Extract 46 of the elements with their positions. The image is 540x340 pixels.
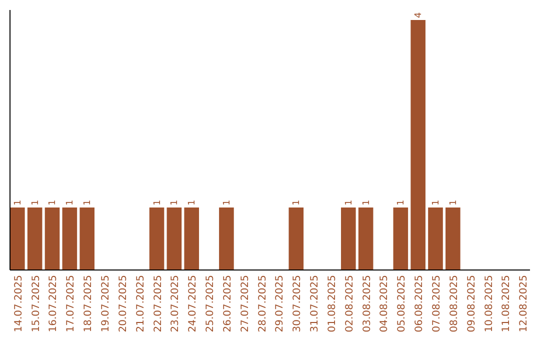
x-tick-label: 09.08.2025 [466,275,478,332]
x-tick-label: 23.07.2025 [170,275,182,332]
x-tick-label: 30.07.2025 [292,275,304,332]
data-label: 1 [48,200,58,206]
x-tick-label: 11.08.2025 [501,275,512,332]
x-tick-label: 29.07.2025 [274,275,286,332]
data-label: 1 [13,200,24,206]
x-tick-label: 21.07.2025 [135,275,146,332]
data-label: 1 [222,200,232,206]
data-label: 1 [152,200,163,206]
data-label: 1 [188,200,198,206]
data-label: 1 [344,200,354,206]
x-tick-label: 12.08.2025 [518,275,530,332]
data-label: 1 [396,200,407,206]
data-label: 1 [170,200,180,206]
data-label: 4 [414,12,424,18]
x-tick-label: 28.07.2025 [257,275,268,332]
x-tick-label: 19.07.2025 [100,275,112,332]
x-tick-label: 31.07.2025 [310,275,321,332]
data-label: 1 [83,200,94,206]
x-tick-label: 03.08.2025 [362,275,373,332]
x-tick-label: 08.08.2025 [448,275,460,332]
x-tick-label: 01.08.2025 [326,275,338,332]
data-label: 1 [30,200,41,206]
x-tick-label: 15.07.2025 [30,275,42,332]
data-label: 1 [362,200,372,206]
data-label: 1 [292,200,302,206]
x-tick-label: 24.07.2025 [188,275,199,332]
x-tick-label: 06.08.2025 [414,275,426,332]
x-tick-label: 07.08.2025 [431,275,442,332]
data-label: 1 [431,200,442,206]
x-tick-label: 27.07.2025 [240,275,251,332]
x-tick-label: 25.07.2025 [205,275,216,332]
x-tick-label: 04.08.2025 [379,275,390,332]
x-tick-label: 10.08.2025 [484,275,495,332]
x-tick-label: 20.07.2025 [118,275,129,332]
x-tick-label: 18.07.2025 [83,275,94,332]
x-tick-label: 05.08.2025 [396,275,408,332]
x-tick-label: 26.07.2025 [222,275,234,332]
x-tick-label: 16.07.2025 [48,275,60,332]
data-label: 1 [66,200,76,206]
x-tick-label: 22.07.2025 [152,275,164,332]
x-tick-label: 17.07.2025 [66,275,77,332]
data-label: 1 [448,200,459,206]
x-tick-label: 02.08.2025 [344,275,356,332]
x-tick-label: 14.07.2025 [13,275,24,332]
